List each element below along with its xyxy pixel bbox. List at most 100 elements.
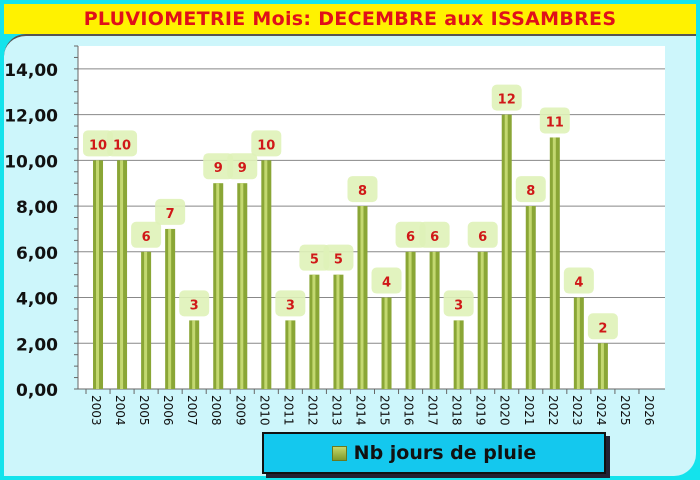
- bar-highlight: [144, 251, 148, 389]
- data-label: 7: [166, 207, 175, 222]
- x-tick-label: 2011: [281, 395, 295, 426]
- bar-highlight: [264, 160, 268, 389]
- data-label: 3: [454, 298, 463, 313]
- data-label-bg: [179, 290, 210, 317]
- data-label-bg: [227, 153, 258, 180]
- legend: Nb jours de pluie: [262, 432, 606, 474]
- data-label-bg: [395, 221, 426, 248]
- data-label-bg: [251, 130, 282, 157]
- bar-highlight: [288, 320, 292, 389]
- x-tick-label: 2017: [426, 395, 440, 426]
- bar-highlight: [312, 274, 316, 389]
- bar-highlight: [504, 114, 508, 389]
- bar-highlight: [240, 183, 244, 389]
- data-label: 8: [358, 184, 367, 199]
- bar-highlight: [384, 297, 388, 389]
- data-label-bg: [563, 267, 594, 294]
- data-label-bg: [491, 84, 522, 111]
- bar-highlight: [168, 228, 172, 389]
- data-label: 12: [498, 93, 516, 108]
- data-label: 8: [526, 184, 535, 199]
- data-label: 3: [286, 298, 295, 313]
- data-label-bg: [83, 130, 114, 157]
- data-label-bg: [323, 244, 354, 271]
- x-tick-label: 2020: [498, 395, 512, 426]
- data-label-bg: [587, 313, 618, 340]
- x-tick-label: 2003: [89, 395, 103, 426]
- data-label: 4: [574, 276, 583, 291]
- y-tick-label: 10,00: [4, 152, 58, 172]
- data-label: 10: [113, 138, 131, 153]
- x-tick-label: 2015: [378, 395, 392, 426]
- x-tick-label: 2022: [546, 395, 560, 426]
- data-label: 9: [214, 161, 223, 176]
- data-label-bg: [347, 176, 378, 203]
- data-label-bg: [515, 176, 546, 203]
- data-label: 9: [238, 161, 247, 176]
- data-label-bg: [467, 221, 498, 248]
- data-label: 2: [598, 321, 607, 336]
- data-label: 11: [546, 115, 564, 130]
- bar-highlight: [456, 320, 460, 389]
- x-tick-label: 2009: [233, 395, 247, 426]
- x-tick-label: 2016: [402, 395, 416, 426]
- data-label: 6: [406, 230, 415, 245]
- data-label: 5: [310, 253, 319, 268]
- data-label: 6: [142, 230, 151, 245]
- x-tick-label: 2018: [450, 395, 464, 426]
- legend-swatch-icon: [331, 445, 347, 461]
- bar-highlight: [432, 251, 436, 389]
- data-label-bg: [539, 107, 570, 134]
- x-tick-label: 2021: [522, 395, 536, 426]
- x-tick-label: 2025: [618, 395, 632, 426]
- bar-highlight: [360, 206, 364, 389]
- y-tick-label: 4,00: [16, 290, 58, 310]
- bar-highlight: [552, 137, 556, 389]
- bar-highlight: [480, 251, 484, 389]
- data-label: 4: [382, 276, 391, 291]
- data-label-bg: [275, 290, 306, 317]
- x-tick-label: 2019: [474, 395, 488, 426]
- x-tick-label: 2007: [185, 395, 199, 426]
- x-tick-label: 2004: [113, 395, 127, 426]
- x-tick-label: 2010: [257, 395, 271, 426]
- bar-highlight: [408, 251, 412, 389]
- bar-highlight: [336, 274, 340, 389]
- x-tick-label: 2026: [642, 395, 656, 426]
- chart-title: PLUVIOMETRIE Mois: DECEMBRE aux ISSAMBRE…: [4, 4, 696, 34]
- bar-highlight: [192, 320, 196, 389]
- legend-label: Nb jours de pluie: [353, 442, 537, 464]
- x-tick-label: 2006: [161, 395, 175, 426]
- bar-highlight: [96, 160, 100, 389]
- x-tick-label: 2023: [570, 395, 584, 426]
- data-label-bg: [203, 153, 234, 180]
- y-tick-label: 8,00: [16, 198, 58, 218]
- bar-highlight: [600, 343, 604, 389]
- data-label-bg: [371, 267, 402, 294]
- data-label-bg: [131, 221, 162, 248]
- bar-highlight: [528, 206, 532, 389]
- x-tick-label: 2012: [305, 395, 319, 426]
- data-label: 3: [190, 298, 199, 313]
- bar-highlight: [120, 160, 124, 389]
- data-label-bg: [419, 221, 450, 248]
- data-label-bg: [107, 130, 138, 157]
- data-label-bg: [155, 198, 186, 225]
- y-tick-label: 14,00: [4, 61, 58, 81]
- bar-highlight: [216, 183, 220, 389]
- data-label-bg: [299, 244, 330, 271]
- x-tick-label: 2013: [329, 395, 343, 426]
- x-tick-label: 2008: [209, 395, 223, 426]
- data-label: 10: [257, 138, 275, 153]
- x-tick-label: 2024: [594, 395, 608, 426]
- data-label: 6: [430, 230, 439, 245]
- x-tick-label: 2014: [353, 395, 367, 426]
- data-label: 6: [478, 230, 487, 245]
- bar-highlight: [576, 297, 580, 389]
- data-label-bg: [443, 290, 474, 317]
- data-label: 10: [89, 138, 107, 153]
- y-tick-label: 12,00: [4, 107, 58, 127]
- y-tick-label: 0,00: [16, 381, 58, 401]
- x-tick-label: 2005: [137, 395, 151, 426]
